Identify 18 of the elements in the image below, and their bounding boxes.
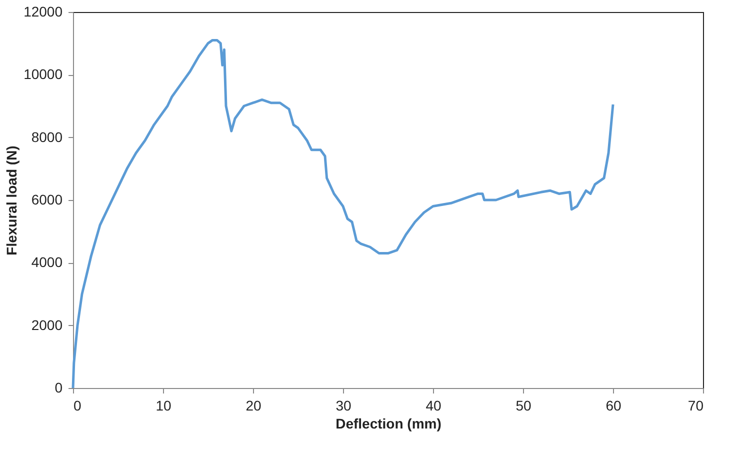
y-axis-title: Flexural load (N)	[4, 146, 20, 256]
y-tick-label: 8000	[31, 128, 63, 145]
y-tick-label: 2000	[31, 316, 63, 333]
x-axis-title: Deflection (mm)	[336, 416, 442, 432]
y-tick-label: 4000	[31, 254, 63, 270]
y-tick-label: 12000	[24, 4, 63, 20]
x-tick-label: 40	[426, 398, 442, 414]
x-tick-label: 30	[336, 398, 352, 414]
x-tick-label: 20	[246, 398, 262, 414]
y-tick-label: 0	[54, 380, 63, 396]
line-series	[72, 38, 614, 390]
x-tick-label: 60	[606, 398, 622, 414]
y-tick-label: 10000	[24, 66, 63, 82]
x-tick-label: 50	[516, 398, 532, 414]
x-tick-label: 0	[74, 398, 82, 414]
y-tick-label: 6000	[31, 192, 63, 208]
x-tick-label: 10	[156, 398, 172, 414]
x-tick-label: 70	[688, 398, 704, 414]
